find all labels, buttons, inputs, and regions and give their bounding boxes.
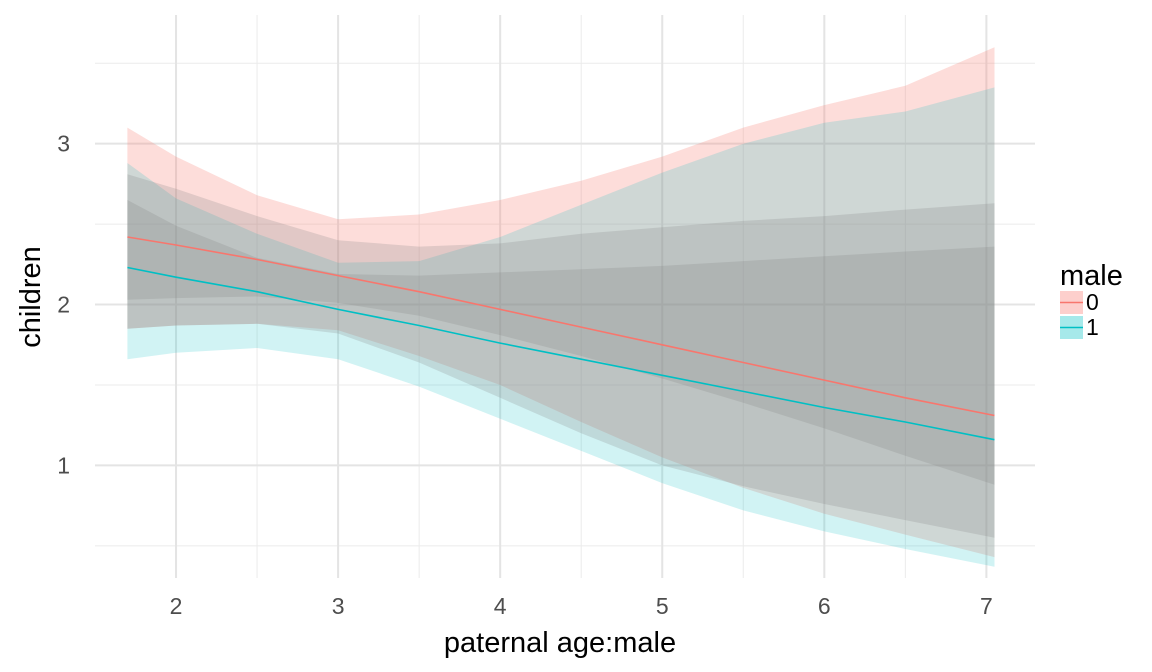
x-tick-label: 6 — [818, 593, 831, 619]
confidence-bands — [127, 47, 995, 567]
x-tick-label: 5 — [656, 593, 669, 619]
x-axis-title: paternal age:male — [444, 627, 676, 659]
y-tick-label: 2 — [57, 292, 70, 318]
x-tick-label: 4 — [494, 593, 507, 619]
outer-band-series-1 — [127, 87, 995, 567]
legend: male 01 — [1060, 260, 1123, 340]
inner-band-series-0 — [127, 174, 995, 485]
x-tick-label: 2 — [170, 593, 183, 619]
y-axis-title: children — [15, 246, 47, 348]
legend-label-0: 0 — [1086, 289, 1099, 315]
fit-line-series-0 — [127, 236, 995, 417]
legend-title: male — [1060, 260, 1123, 292]
legend-label-1: 1 — [1086, 314, 1099, 340]
grid — [95, 15, 1035, 578]
tick-labels: 2 3 4 5 6 7 1 2 3 — [57, 131, 993, 619]
outer-band-series-0 — [127, 47, 995, 558]
inner-band-series-1 — [127, 200, 995, 538]
y-tick-label: 1 — [57, 452, 70, 478]
y-tick-label: 3 — [57, 131, 70, 157]
fit-lines — [127, 236, 995, 441]
fit-line-series-1 — [127, 266, 995, 441]
x-tick-label: 7 — [980, 593, 993, 619]
x-tick-label: 3 — [332, 593, 345, 619]
